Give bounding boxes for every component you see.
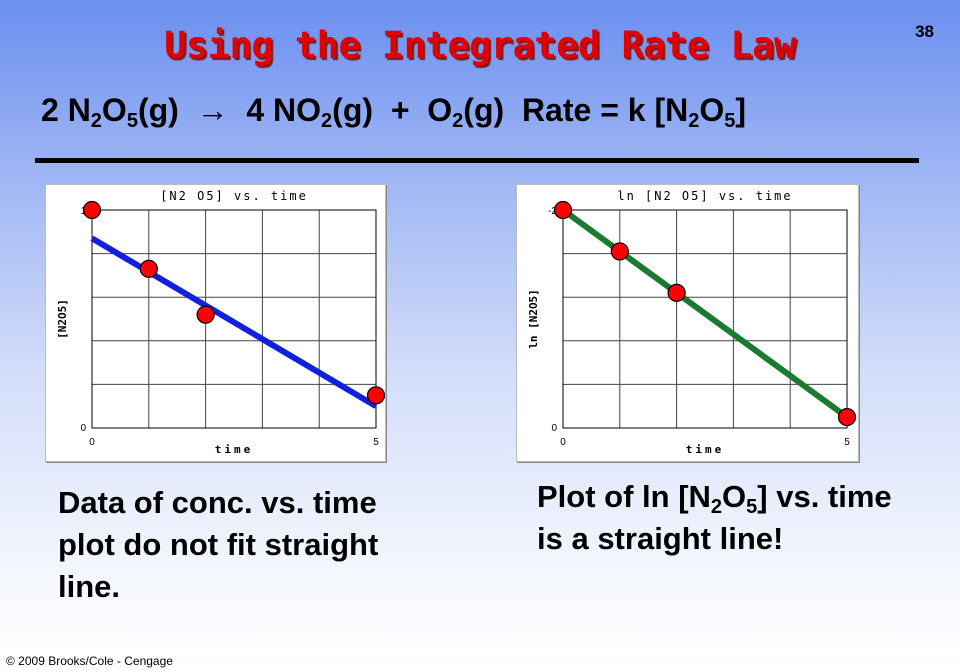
- reactant-text: 2 N: [41, 92, 91, 128]
- chart0-fit-line: [90, 235, 378, 409]
- subscript: 5: [126, 110, 138, 132]
- caption-text: Plot of ln [N: [537, 479, 711, 514]
- chart1-xlabel: time: [686, 443, 725, 456]
- caption-text: ] vs. time is a straight line!: [537, 479, 892, 556]
- slide-title: Using the Integrated Rate Law: [164, 24, 796, 67]
- chart1-data-point: [837, 408, 857, 427]
- subscript: 5: [746, 496, 758, 518]
- product-text: 4 NO: [246, 92, 322, 128]
- subscript: 2: [321, 110, 333, 132]
- chart0-data-point: [366, 386, 385, 405]
- state-text: (g): [137, 92, 179, 128]
- state-text: (g): [463, 92, 505, 128]
- chart0-data-point: [82, 200, 102, 220]
- chart0-plot-area: [91, 209, 377, 429]
- chart1-title: ln [N2 O5] vs. time: [617, 189, 792, 203]
- subscript: 2: [90, 110, 102, 132]
- ln-concentration-chart-svg: ln [N2 O5] vs. time time ln [N2O5] 0 5 0 -2: [527, 189, 857, 456]
- reactant-text: O: [101, 92, 127, 128]
- state-text: (g): [332, 92, 374, 128]
- chart1-xtick-label: 0: [560, 437, 566, 448]
- chart0-ytick-label: 0: [80, 423, 86, 434]
- copyright-notice: © 2009 Brooks/Cole - Cengage: [6, 654, 173, 668]
- chart0-data-point: [196, 305, 215, 324]
- caption-text: O: [722, 479, 747, 514]
- chart1-ytick-label: -2: [548, 206, 557, 217]
- chart1-xtick-label: 5: [844, 437, 850, 448]
- caption-right: Plot of ln [N2O5] vs. time is a straight…: [537, 476, 907, 560]
- chart1-ytick-label: 0: [551, 423, 557, 434]
- chart0-xlabel: time: [215, 443, 254, 456]
- divider-line: [35, 158, 919, 163]
- rate-law-text: ]: [735, 92, 747, 128]
- product-text: O: [427, 92, 453, 128]
- plus-sign: +: [390, 92, 410, 128]
- chart1-ylabel: ln [N2O5]: [527, 289, 540, 349]
- chart1-data-point: [553, 200, 573, 220]
- subscript: 2: [452, 110, 464, 132]
- reaction-equation: 2 N2O5(g) → 4 NO2(g) + O2(g) Rate = k [N…: [41, 92, 747, 132]
- chart0-title: [N2 O5] vs. time: [160, 189, 308, 203]
- caption-left: Data of conc. vs. time plot do not fit s…: [58, 485, 379, 604]
- slide-number: 38: [915, 22, 934, 41]
- subscript: 5: [724, 110, 736, 132]
- chart1-fit-line: [561, 207, 849, 420]
- subscript: 2: [688, 110, 700, 132]
- chart0-data-point: [139, 259, 158, 278]
- chart0-ylabel: [N2O5]: [56, 299, 69, 339]
- chart0-xtick-label: 0: [89, 437, 95, 448]
- subscript: 2: [710, 496, 723, 518]
- chart1-data-point: [610, 242, 629, 261]
- ln-concentration-chart: ln [N2 O5] vs. time time ln [N2O5] 0 5 0 -2: [516, 184, 859, 462]
- chart0-xtick-label: 5: [373, 437, 379, 448]
- chart1-data-point: [667, 283, 686, 302]
- rate-law-text: Rate = k [N: [521, 92, 689, 128]
- rate-law-text: O: [699, 92, 725, 128]
- arrow-icon: →: [196, 92, 229, 128]
- chart1-plot-area: [562, 209, 848, 429]
